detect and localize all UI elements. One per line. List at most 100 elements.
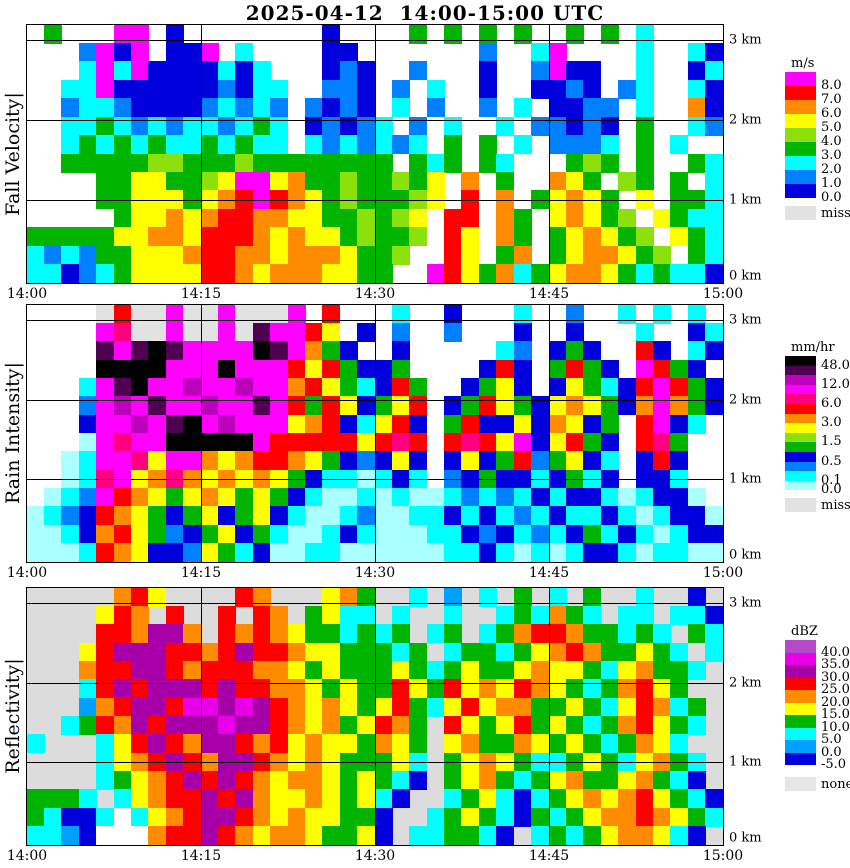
x-tick-label: 14:30 (354, 286, 396, 302)
legend-missing-box (785, 777, 816, 791)
legend-color-box (785, 375, 816, 385)
reflectivity-axis-label: Reflectivity| (2, 658, 24, 774)
y-tick-label: 1 km (729, 192, 762, 208)
legend-color-box (785, 677, 816, 690)
y-tick-label: 2 km (729, 392, 762, 408)
y-tick-label: 3 km (729, 595, 762, 611)
legend-missing-box (785, 498, 816, 513)
legend-value-label: 20.0 (821, 694, 850, 710)
legend-color-box (785, 170, 816, 184)
legend-color-box (785, 142, 816, 156)
legend-title: mm/hr (791, 340, 835, 355)
reflectivity-legend: dBZ 40.0 35.0 30.0 25.0 20.0 15.0 10.0 5.0 0.0 -5.… (785, 624, 850, 791)
legend-value-label: 6.0 (821, 396, 842, 411)
legend-value-label: 10.0 (821, 719, 850, 735)
fall-velocity-heatmap (26, 24, 724, 284)
legend-value-label: 0.5 (821, 453, 842, 469)
x-tick-label: 15:00 (702, 848, 744, 864)
legend-color-box (785, 156, 816, 170)
legend-value-label: 48.0 (821, 357, 850, 373)
y-tick-label: 1 km (729, 754, 762, 770)
legend-color-box (785, 403, 816, 414)
fall-velocity-height-axis: 3 km 2 km 1 km 0 km (729, 25, 774, 283)
legend-color-box (785, 184, 816, 198)
x-tick-label: 14:15 (180, 565, 222, 581)
rain-intensity-height-axis: 3 km 2 km 1 km 0 km (729, 305, 774, 562)
reflectivity-height-axis: 3 km 2 km 1 km 0 km (729, 588, 774, 845)
legend-color-box (785, 715, 816, 728)
x-tick-label: 14:45 (528, 286, 570, 302)
reflectivity-time-axis: 14:00 14:15 14:30 14:45 15:00 (7, 848, 743, 864)
legend-color-box (785, 356, 816, 366)
legend-missing-label: none (821, 777, 850, 792)
legend-color-box (785, 413, 816, 424)
legend-value-label: 1.5 (821, 434, 842, 450)
legend-value-label: 12.0 (821, 376, 850, 392)
y-tick-label: 3 km (729, 312, 762, 328)
legend-value-label: 6.0 (821, 106, 842, 121)
legend-title: dBZ (791, 624, 818, 639)
rain-intensity-axis-label: Rain Intensity| (2, 362, 24, 504)
x-tick-label: 14:00 (6, 286, 48, 302)
legend-color-box (785, 752, 816, 765)
reflectivity-heatmap (26, 587, 724, 846)
legend-color-box (785, 423, 816, 433)
legend-value-label: 0.1 (821, 472, 842, 488)
x-tick-label: 15:00 (702, 286, 744, 302)
legend-color-box (785, 690, 816, 703)
y-tick-label: 0 km (729, 830, 762, 846)
legend-value-label: 1.0 (821, 176, 842, 191)
legend-color-box (785, 72, 816, 86)
legend-value-label: 3.0 (821, 148, 842, 163)
legend-value-label: 30.0 (821, 669, 850, 685)
legend-color-box (785, 480, 816, 491)
y-tick-label: 1 km (729, 471, 762, 487)
legend-value-label: 3.0 (821, 415, 842, 431)
legend-value-label: 25.0 (821, 682, 850, 697)
legend-value-label: 8.0 (821, 78, 842, 93)
x-tick-label: 14:45 (528, 848, 570, 864)
legend-missing-box (785, 206, 816, 220)
legend-value-label: 2.0 (821, 162, 842, 177)
legend-value-label: 15.0 (821, 707, 850, 722)
legend-missing-label: miss (821, 206, 850, 221)
legend-color-box (785, 432, 816, 443)
rain-intensity-legend: mm/hr 48.0 12.0 6.0 3.0 1.5 0.5 0.1 0.0 miss (785, 340, 850, 514)
y-tick-label: 2 km (729, 675, 762, 691)
legend-color-box (785, 740, 816, 753)
y-tick-label: 2 km (729, 112, 762, 128)
legend-value-label: 7.0 (821, 92, 842, 107)
legend-color-box (785, 652, 816, 665)
y-tick-label: 0 km (729, 547, 762, 563)
legend-color-box (785, 394, 816, 404)
legend-color-box (785, 640, 816, 653)
legend-color-box (785, 471, 816, 481)
fall-velocity-time-axis: 14:00 14:15 14:30 14:45 15:00 (7, 286, 743, 302)
legend-value-label: 5.0 (821, 732, 842, 747)
y-tick-label: 0 km (729, 268, 762, 284)
x-tick-label: 14:15 (180, 286, 222, 302)
legend-value-label: 5.0 (821, 120, 842, 135)
legend-color-box (785, 665, 816, 678)
fall-velocity-axis-label: Fall Velocity| (2, 92, 24, 216)
legend-color-box (785, 128, 816, 142)
legend-missing-label: miss (821, 498, 850, 514)
legend-value-label: -5.0 (821, 757, 847, 772)
legend-color-box (785, 365, 816, 376)
legend-color-box (785, 727, 816, 740)
legend-value-label: 35.0 (821, 657, 850, 672)
legend-title: m/s (791, 56, 815, 71)
x-tick-label: 14:30 (354, 565, 396, 581)
legend-value-label: 0.0 (821, 482, 842, 498)
legend-value-label: 40.0 (821, 644, 850, 660)
x-tick-label: 14:00 (6, 848, 48, 864)
fall-velocity-legend: m/s 8.0 7.0 6.0 5.0 4.0 3.0 2.0 1.0 0.0 miss (785, 56, 850, 220)
legend-color-box (785, 442, 816, 452)
legend-color-box (785, 461, 816, 472)
x-tick-label: 15:00 (702, 565, 744, 581)
rain-intensity-heatmap (26, 304, 724, 563)
x-tick-label: 14:00 (6, 565, 48, 581)
legend-color-box (785, 702, 816, 715)
y-tick-label: 3 km (729, 32, 762, 48)
rain-intensity-time-axis: 14:00 14:15 14:30 14:45 15:00 (7, 565, 743, 581)
